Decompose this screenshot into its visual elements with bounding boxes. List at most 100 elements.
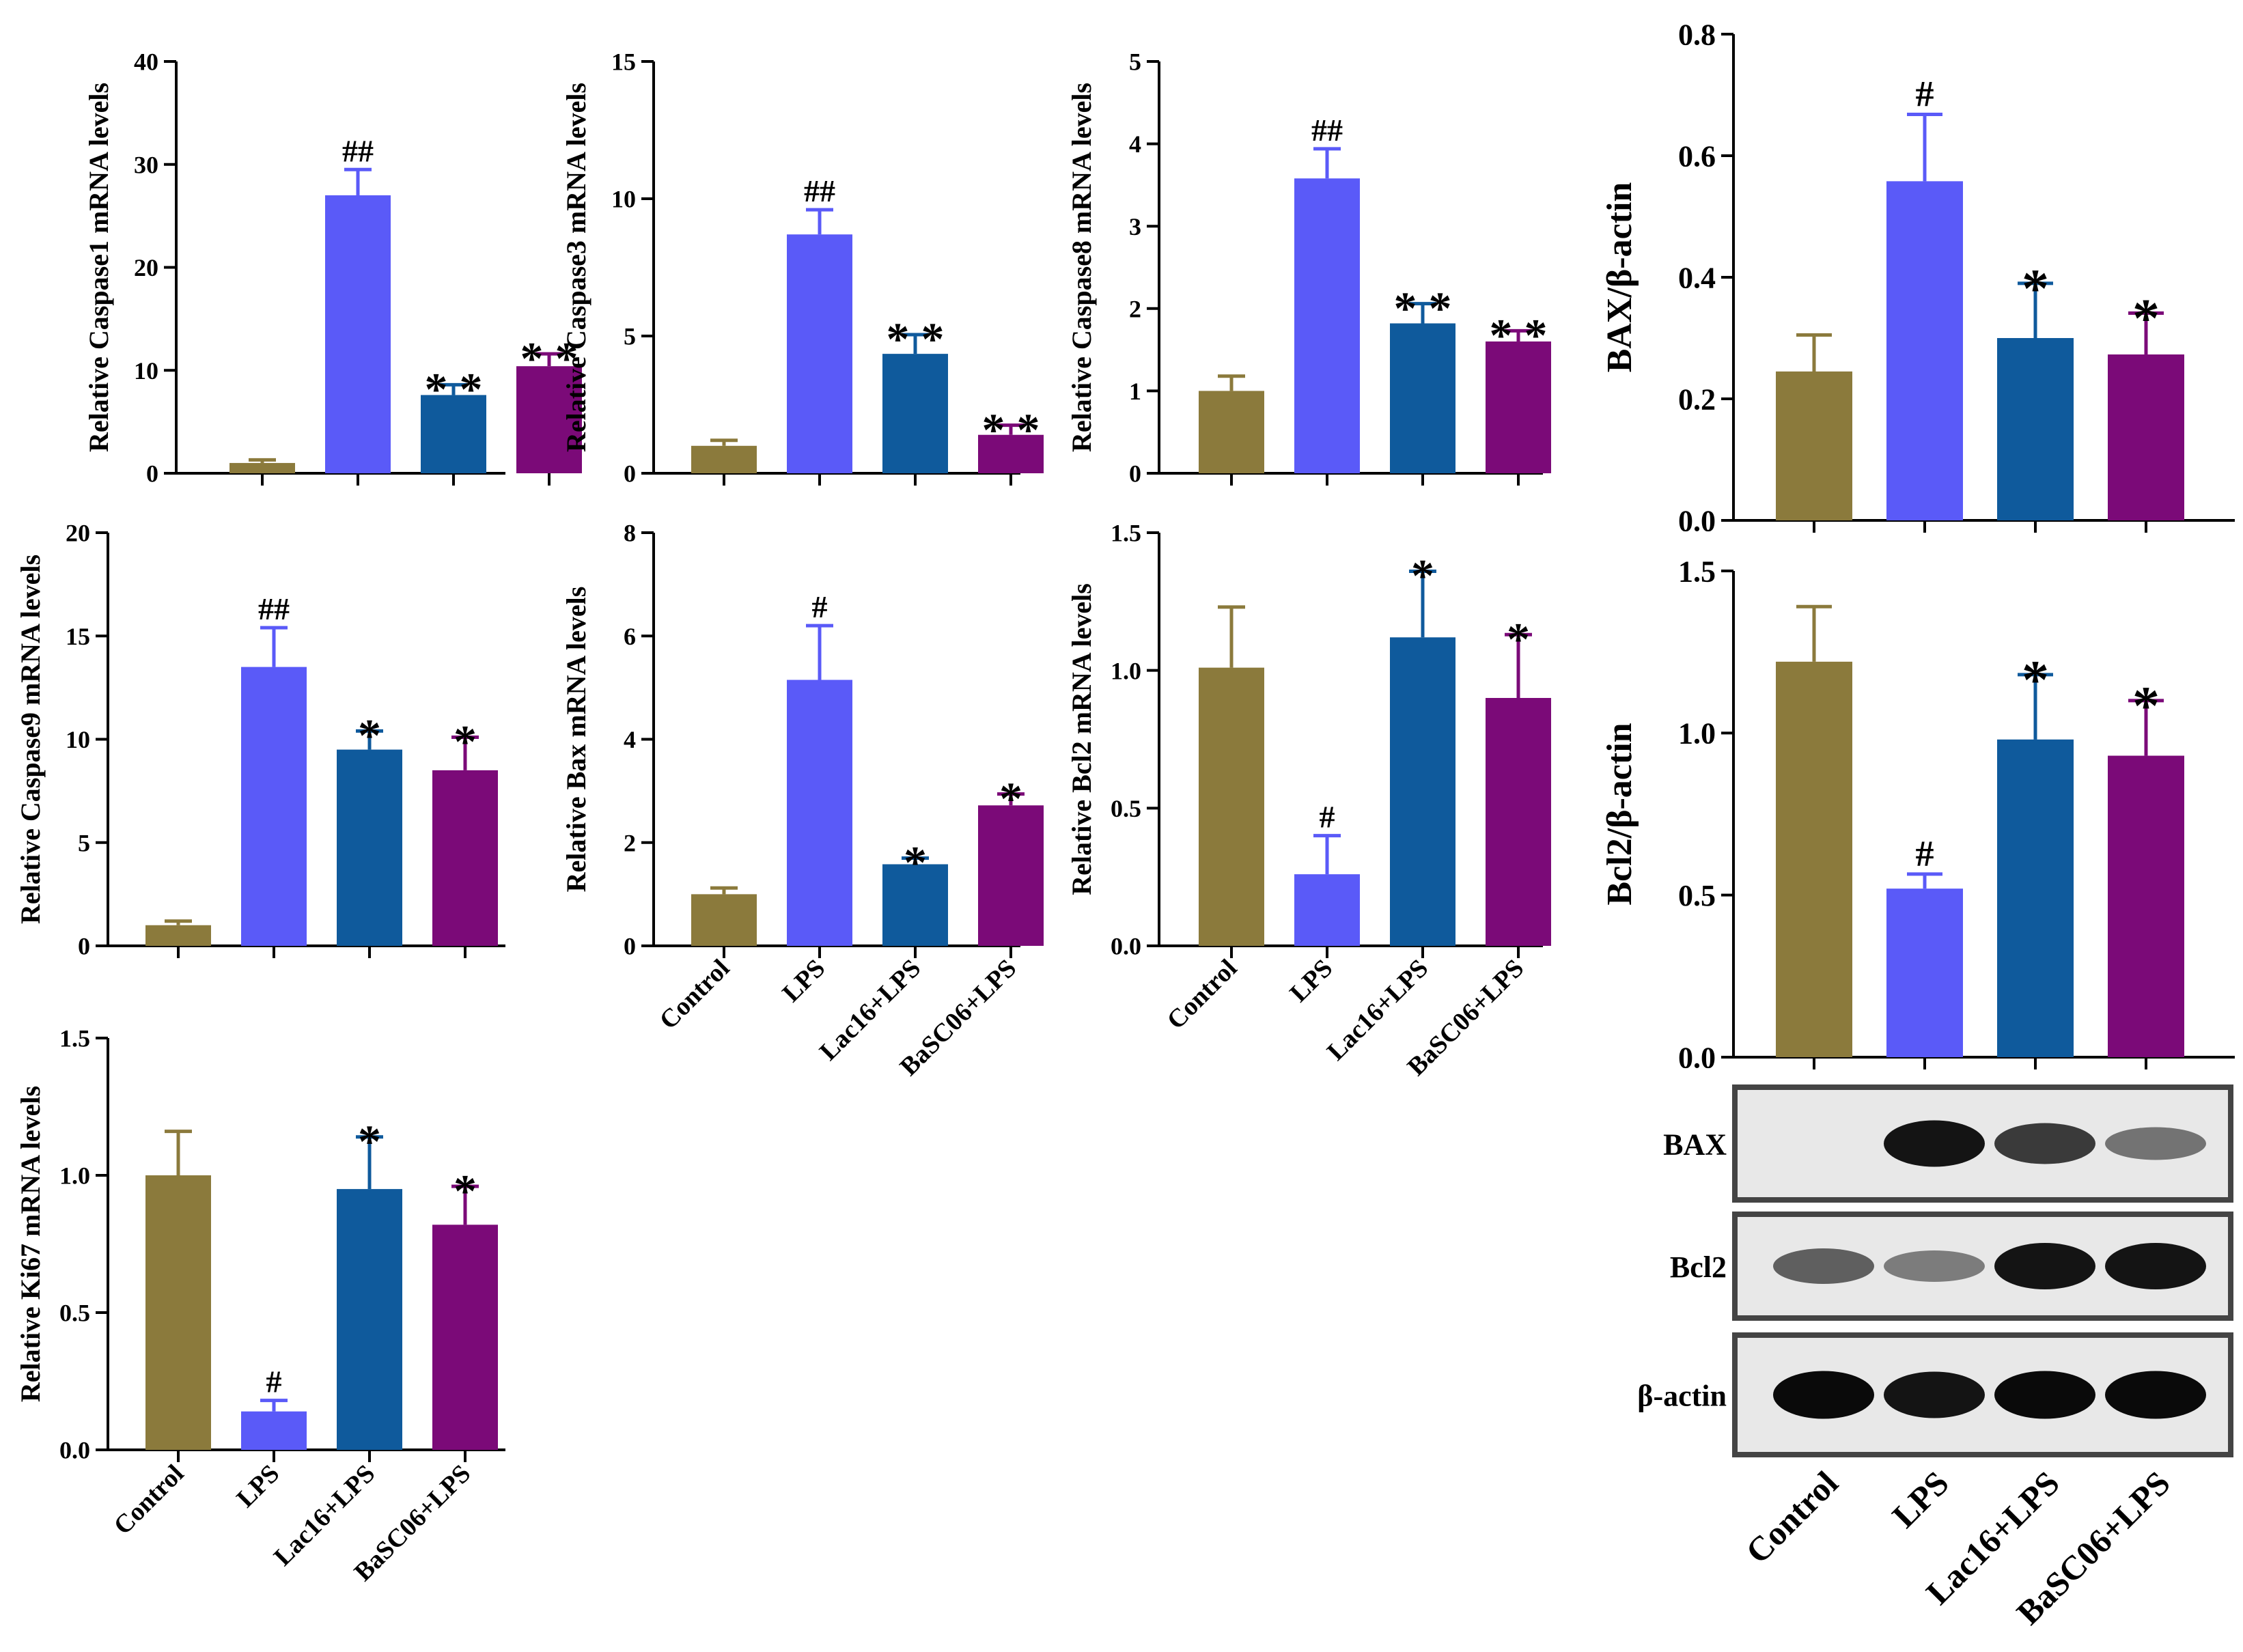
bar-bax_protein-3 [2108, 354, 2184, 520]
bar-caspase9-1 [241, 667, 307, 946]
y-tick-label: 20 [66, 520, 90, 547]
y-tick-label: 0.0 [1111, 933, 1141, 960]
band [2105, 1243, 2206, 1289]
y-tick-label: 15 [66, 623, 90, 650]
band [1884, 1371, 1985, 1418]
significance-label: * * [1490, 309, 1548, 361]
blot-row-label: BAX [1663, 1128, 1727, 1162]
y-tick-label: 2 [1129, 295, 1141, 322]
blot-row-2: β-actin [1637, 1332, 2233, 1457]
chart-caspase9: 0 5 10 15 20 Relative Caspase9 mRNA levels ## *… [15, 520, 505, 960]
significance-label: * * [1394, 282, 1452, 334]
bar-caspase3-1 [787, 234, 852, 473]
blot-row-label: β-actin [1637, 1380, 1727, 1413]
chart-bax: 0 2 4 6 8 Relative Bax mRNA levels Control # LPS… [561, 520, 1044, 1082]
chart-bcl2_protein: 0.0 0.5 1.0 1.5 Bcl2/β-actin # * * [1600, 555, 2235, 1074]
significance-label: # [266, 1364, 282, 1399]
y-tick-label: 0 [624, 460, 636, 488]
significance-label: * * [982, 404, 1040, 456]
significance-label: * [454, 1164, 477, 1216]
x-tick-label: LPS [777, 954, 831, 1008]
bar-ki67-1 [241, 1411, 307, 1450]
y-tick-label: 0 [1129, 460, 1141, 488]
y-axis-label: Relative Caspase9 mRNA levels [15, 555, 46, 924]
x-tick-label: LPS [1284, 954, 1338, 1008]
y-tick-label: 20 [134, 254, 158, 281]
bar-bcl2-3 [1486, 698, 1551, 946]
bar-caspase3-0 [691, 445, 757, 473]
significance-label: * [904, 837, 927, 888]
blot-row-0: BAX [1663, 1084, 2233, 1203]
significance-label: * [2132, 676, 2160, 736]
bar-caspase1-1 [325, 195, 391, 473]
chart-ki67: 0.0 0.5 1.0 1.5 Relative Ki67 mRNA levels Con… [15, 1025, 505, 1587]
bar-bax_protein-2 [1997, 338, 2074, 520]
y-tick-label: 5 [1129, 48, 1141, 76]
chart-bcl2: 0.0 0.5 1.0 1.5 Relative Bcl2 mRNA levels Con… [1066, 520, 1551, 1082]
significance-label: # [1916, 833, 1934, 874]
chart-caspase8: 0 1 2 3 4 5 Relative Caspase8 mRNA levels ## * *… [1066, 48, 1551, 488]
y-tick-label: 15 [611, 48, 636, 76]
significance-label: * [1411, 550, 1434, 602]
band [1773, 1371, 1874, 1419]
x-tick-label: LPS [231, 1459, 285, 1513]
x-tick-label: Control [1162, 954, 1243, 1035]
band [1994, 1243, 2095, 1289]
bar-bax_protein-0 [1776, 371, 1852, 520]
bar-caspase1-0 [229, 462, 295, 473]
bar-caspase9-0 [145, 925, 211, 946]
bar-bax-2 [882, 864, 948, 946]
significance-label: # [1916, 73, 1934, 114]
significance-label: * [2022, 650, 2049, 710]
y-tick-label: 5 [624, 323, 636, 350]
y-tick-label: 1.5 [1111, 520, 1141, 547]
y-tick-label: 30 [134, 151, 158, 178]
blot-row-label: Bcl2 [1670, 1250, 1727, 1284]
band [2105, 1371, 2206, 1419]
bar-caspase9-2 [337, 749, 402, 946]
significance-label: * * [887, 313, 945, 365]
bar-caspase8-0 [1199, 391, 1264, 473]
bar-bax-0 [691, 894, 757, 946]
bar-caspase8-2 [1390, 323, 1455, 473]
bar-bcl2_protein-3 [2108, 755, 2184, 1057]
bar-caspase8-1 [1294, 178, 1360, 473]
y-tick-label: 0 [78, 933, 90, 960]
significance-label: * * [520, 332, 579, 384]
y-axis-label: Relative Ki67 mRNA levels [15, 1086, 46, 1402]
y-tick-label: 0.2 [1678, 382, 1716, 416]
bar-caspase3-2 [882, 354, 948, 473]
y-tick-label: 0.5 [59, 1300, 90, 1327]
y-tick-label: 1.0 [59, 1162, 90, 1190]
bar-bcl2_protein-2 [1997, 739, 2074, 1057]
bar-caspase1-3 [516, 366, 582, 473]
band [2105, 1127, 2206, 1160]
significance-label: * [2132, 289, 2160, 349]
y-axis-label: Relative Bax mRNA levels [561, 587, 591, 893]
y-tick-label: 10 [134, 357, 158, 384]
significance-label: # [812, 589, 828, 624]
y-tick-label: 2 [624, 829, 636, 856]
y-tick-label: 0 [624, 933, 636, 960]
blot-row-1: Bcl2 [1670, 1212, 2233, 1321]
bar-bax_protein-1 [1886, 181, 1963, 520]
bar-bcl2-0 [1199, 667, 1264, 946]
bar-bcl2_protein-0 [1776, 661, 1852, 1057]
y-tick-label: 8 [624, 520, 636, 547]
significance-label: ## [258, 591, 290, 626]
bar-bcl2-2 [1390, 637, 1455, 946]
band [1994, 1371, 2095, 1419]
bar-bax-3 [978, 805, 1044, 946]
significance-label: # [1320, 800, 1335, 835]
band [1994, 1123, 2095, 1164]
bar-bcl2-1 [1294, 874, 1360, 946]
y-tick-label: 0.5 [1111, 795, 1141, 822]
significance-label: * [454, 716, 477, 768]
y-tick-label: 40 [134, 48, 158, 76]
y-tick-label: 0.6 [1678, 139, 1716, 173]
bar-bax-1 [787, 680, 852, 946]
blot-lane-label: LPS [1884, 1464, 1955, 1535]
y-axis-label: BAX/β-actin [1600, 182, 1639, 373]
